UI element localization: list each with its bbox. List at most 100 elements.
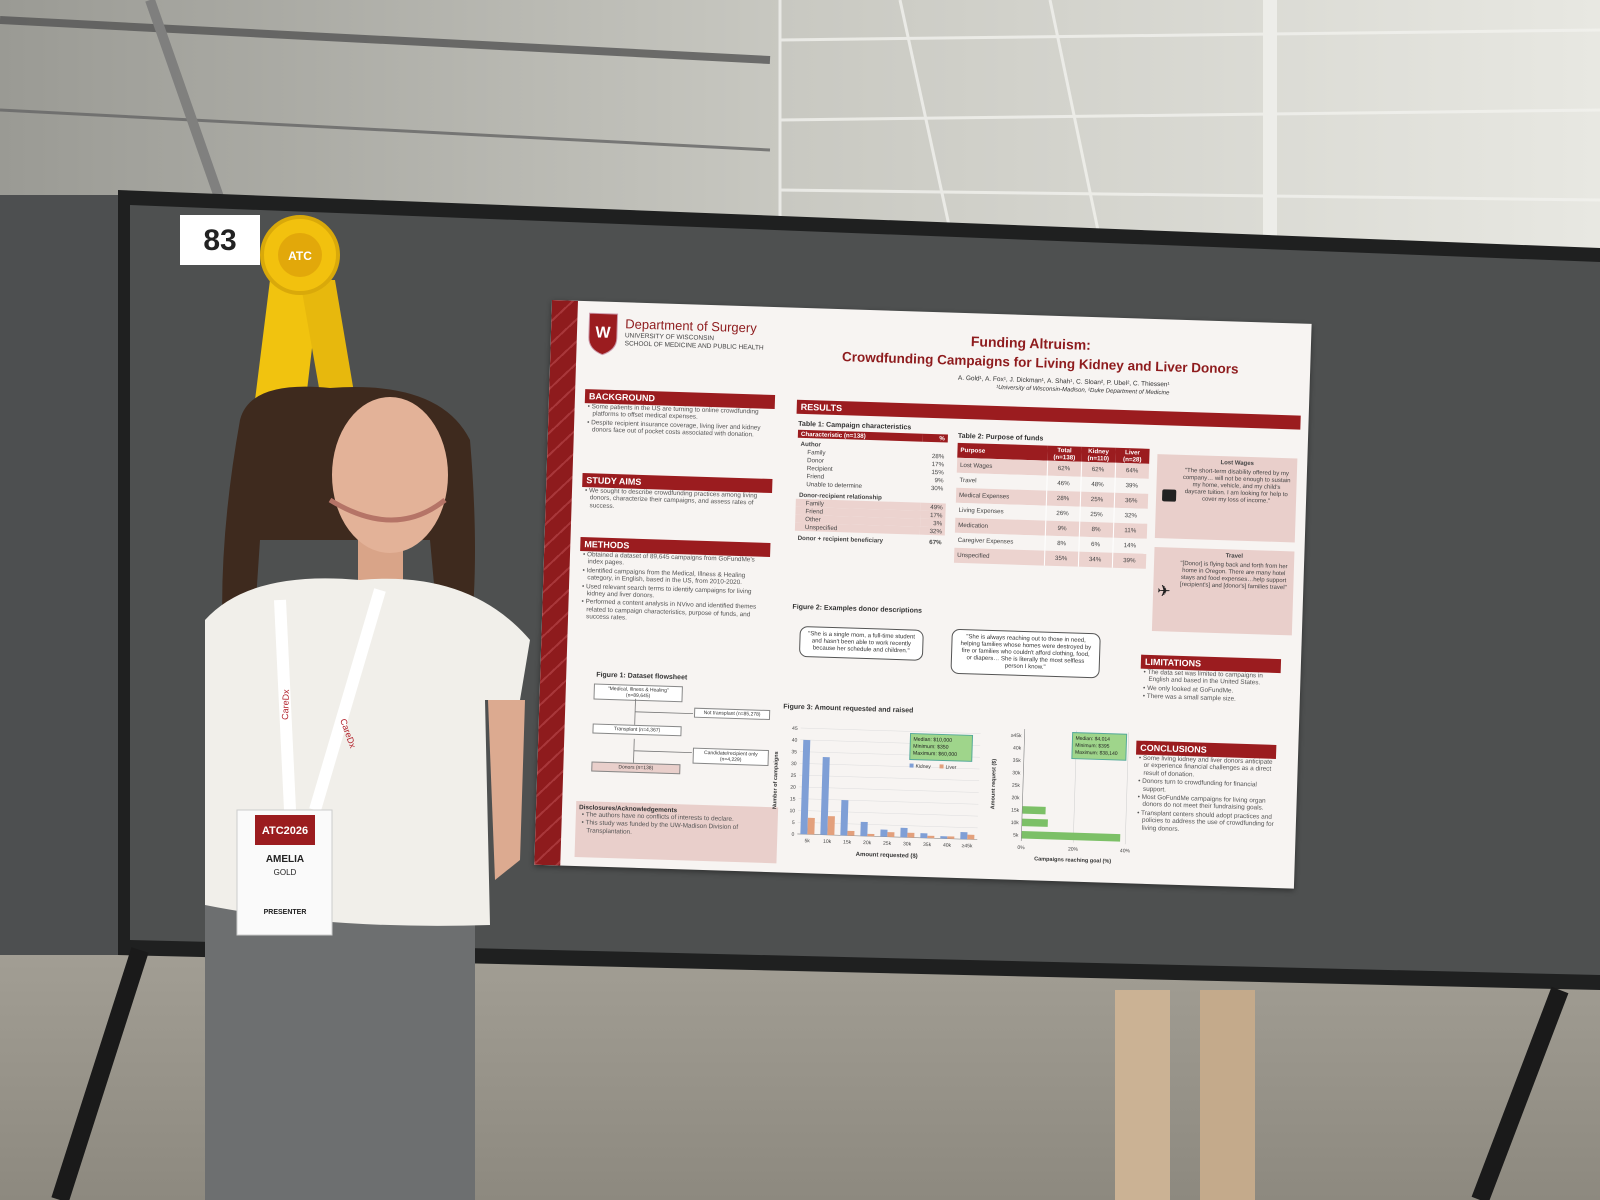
bar: [1021, 831, 1121, 842]
legend-swatch: [939, 764, 944, 769]
figure-caption: Figure 3: Amount requested and raised: [783, 703, 914, 715]
bar: [800, 739, 811, 835]
passerby-leg: [1200, 990, 1255, 1200]
x-tick-label: 15k: [843, 839, 852, 845]
logo-letter: W: [595, 324, 612, 341]
y-tick-label: 15k: [1011, 808, 1020, 814]
x-tick-label: 40%: [1120, 848, 1131, 854]
line: [635, 711, 694, 715]
legend-swatch: [909, 763, 914, 768]
grid-line: [1124, 732, 1129, 845]
bar: [907, 832, 915, 838]
y-tick-label: 45: [792, 726, 798, 732]
y-tick-label: 25: [791, 773, 797, 779]
x-tick-label: 5k: [804, 838, 810, 844]
flow-lines: [633, 698, 694, 763]
y-tick-label: 20k: [1011, 795, 1020, 801]
y-axis-label: Number of campaigns: [772, 751, 780, 809]
annotation-box: [1071, 732, 1128, 761]
y-tick-label: 40: [792, 738, 798, 744]
header-cell: Kidney (n=110): [1087, 447, 1110, 463]
board-leg: [51, 947, 149, 1200]
chart: 0 5 10 15 20 25 30 35 40 45 5k 10k 15k 20k 25k 30k 35k 40…: [772, 726, 981, 860]
cell: 36%: [1113, 492, 1149, 509]
bar: [847, 830, 855, 836]
bullets: Some patients in the US are turning to o…: [584, 403, 775, 440]
y-tick-label: 25k: [1012, 783, 1021, 789]
y-tick-label: 20: [790, 785, 796, 791]
cell: 32%: [1113, 507, 1148, 524]
x-tick-label: 20%: [1068, 846, 1079, 852]
line: [0, 16, 771, 64]
smile: [328, 497, 447, 523]
line: [633, 750, 692, 754]
table-2: Purpose Total (n=138) Kidney (n=110) Liver …: [953, 442, 1150, 569]
speech-bubble: "She is a single mom, a full-time studen…: [798, 625, 924, 661]
line: [145, 0, 225, 202]
bar: [920, 833, 928, 839]
legend-label: Liver: [945, 765, 956, 771]
y-tick-label: 10k: [1011, 820, 1020, 826]
badge-role: PRESENTER: [264, 909, 307, 916]
cell: 14%: [1112, 537, 1147, 554]
cell: 46%: [1046, 475, 1081, 492]
bullets: Some living kidney and liver donors anti…: [1134, 755, 1276, 836]
cell: 26%: [1045, 505, 1080, 522]
bar: [960, 832, 968, 840]
bar: [820, 756, 830, 835]
methods-section: METHODS Obtained a dataset of 89,645 cam…: [578, 537, 771, 628]
y-tick-label: 30: [791, 761, 797, 767]
bar: [860, 821, 868, 837]
bar: [867, 833, 875, 837]
quote-box: Lost Wages "The short-term disability of…: [1154, 454, 1298, 543]
line: [779, 188, 1600, 202]
school: SCHOOL OF MEDICINE AND PUBLIC HEALTH: [624, 340, 764, 352]
cell: 9%: [1044, 520, 1080, 537]
ribbon-label: ATC: [288, 249, 312, 263]
conclusions-section: CONCLUSIONS Some living kidney and liver…: [1134, 740, 1277, 837]
side-board: [0, 195, 130, 955]
figure-caption: Figure 2: Examples donor descriptions: [792, 603, 923, 615]
flow-arrows: [633, 698, 694, 763]
legend-label: Kidney: [915, 764, 931, 770]
x-tick-label: 20k: [863, 840, 872, 846]
line: [779, 108, 1600, 122]
bullets: Obtained a dataset of 89,645 campaigns f…: [578, 551, 770, 627]
cell: 25%: [1079, 506, 1114, 523]
badge-last-name: GOLD: [274, 868, 297, 877]
bullets: The data set was limited to campaigns in…: [1140, 669, 1281, 705]
badge-first-name: AMELIA: [266, 854, 304, 865]
line: [1048, 0, 1102, 241]
arm: [488, 700, 525, 880]
y-tick-label: 35: [791, 749, 797, 755]
booth-sign: [180, 215, 260, 265]
cell: 25%: [1079, 491, 1115, 508]
cell: 62%: [1080, 461, 1116, 478]
bar: [900, 827, 908, 838]
cell: 8%: [1044, 535, 1079, 552]
bar: [1022, 806, 1046, 815]
cell: 28%: [1045, 490, 1081, 507]
bullet: Transplant centers should adopt practice…: [1134, 809, 1275, 836]
annotation-box: [909, 732, 974, 762]
badge-header: [255, 815, 315, 845]
y-tick-label: 35k: [1013, 758, 1022, 764]
passerby-leg: [1115, 990, 1170, 1200]
lanyard: [309, 588, 386, 812]
disclosures: Disclosures/Acknowledgements The authors…: [574, 801, 779, 864]
table-1: Characteristic (n=138)% Author Family 28% Do…: [794, 429, 948, 547]
cell: 62%: [1046, 460, 1082, 477]
ceiling-trusses: [0, 0, 1600, 250]
pants: [205, 905, 475, 1200]
cell: 34%: [1077, 551, 1113, 568]
annotation: Median: $10,000: [913, 737, 952, 744]
quote-box: Travel "[Donor] is flying back and forth…: [1151, 547, 1295, 636]
bar: [1021, 818, 1048, 827]
header-cell: Liver (n=28): [1122, 448, 1142, 464]
bar: [927, 835, 935, 839]
y-tick-label: 15: [790, 796, 796, 802]
x-tick-label: ≥45k: [962, 843, 973, 849]
cell: Unspecified: [957, 551, 990, 560]
grid-line: [798, 798, 979, 805]
cell: 8%: [1078, 521, 1114, 538]
